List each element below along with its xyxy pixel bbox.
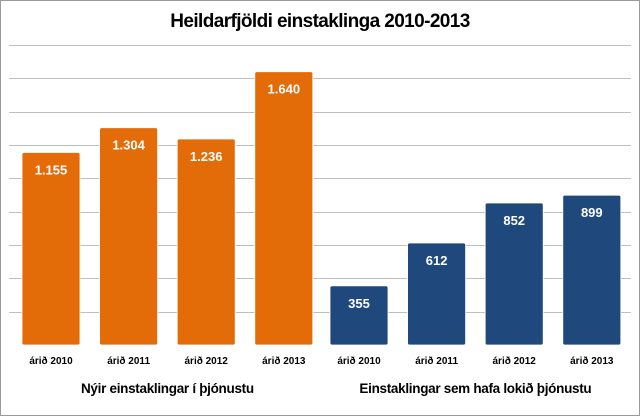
bar <box>484 202 544 346</box>
group-label: Einstaklingar sem hafa lokið þjónustu <box>359 381 591 396</box>
chart-title: Heildarfjöldi einstaklinga 2010-2013 <box>170 11 469 32</box>
x-tick-label: árið 2011 <box>415 355 458 367</box>
bar <box>176 138 236 346</box>
bar <box>99 127 158 346</box>
bar <box>21 152 81 346</box>
bar <box>329 285 389 346</box>
x-tick-label: árið 2010 <box>337 355 381 367</box>
bar <box>407 242 467 346</box>
data-label: 1.640 <box>268 82 301 97</box>
data-label: 612 <box>426 253 448 268</box>
data-label: 852 <box>503 213 525 228</box>
data-label: 1.236 <box>190 149 223 164</box>
value-labels: 1.155 1.304 1.236 1.640 355 612 852 899 <box>35 82 603 311</box>
bars <box>21 71 622 346</box>
data-label: 1.304 <box>112 138 145 153</box>
bar <box>562 194 622 346</box>
bar <box>254 71 314 346</box>
x-tick-label: árið 2012 <box>185 355 229 367</box>
group-label: Nýir einstaklingar í þjónustu <box>81 381 254 396</box>
x-tick-label: árið 2011 <box>107 355 150 367</box>
data-label: 1.155 <box>35 163 68 178</box>
group-labels: Nýir einstaklingar í þjónustu Einstakling… <box>81 381 592 396</box>
x-tick-label: árið 2013 <box>570 355 614 367</box>
x-tick-labels: árið 2010 árið 2011 árið 2012 árið 2013 árið… <box>29 355 614 367</box>
data-label: 899 <box>581 205 603 220</box>
x-tick-label: árið 2013 <box>262 355 306 367</box>
x-tick-label: árið 2012 <box>493 355 537 367</box>
data-label: 355 <box>348 296 370 311</box>
x-tick-label: árið 2010 <box>29 355 73 367</box>
